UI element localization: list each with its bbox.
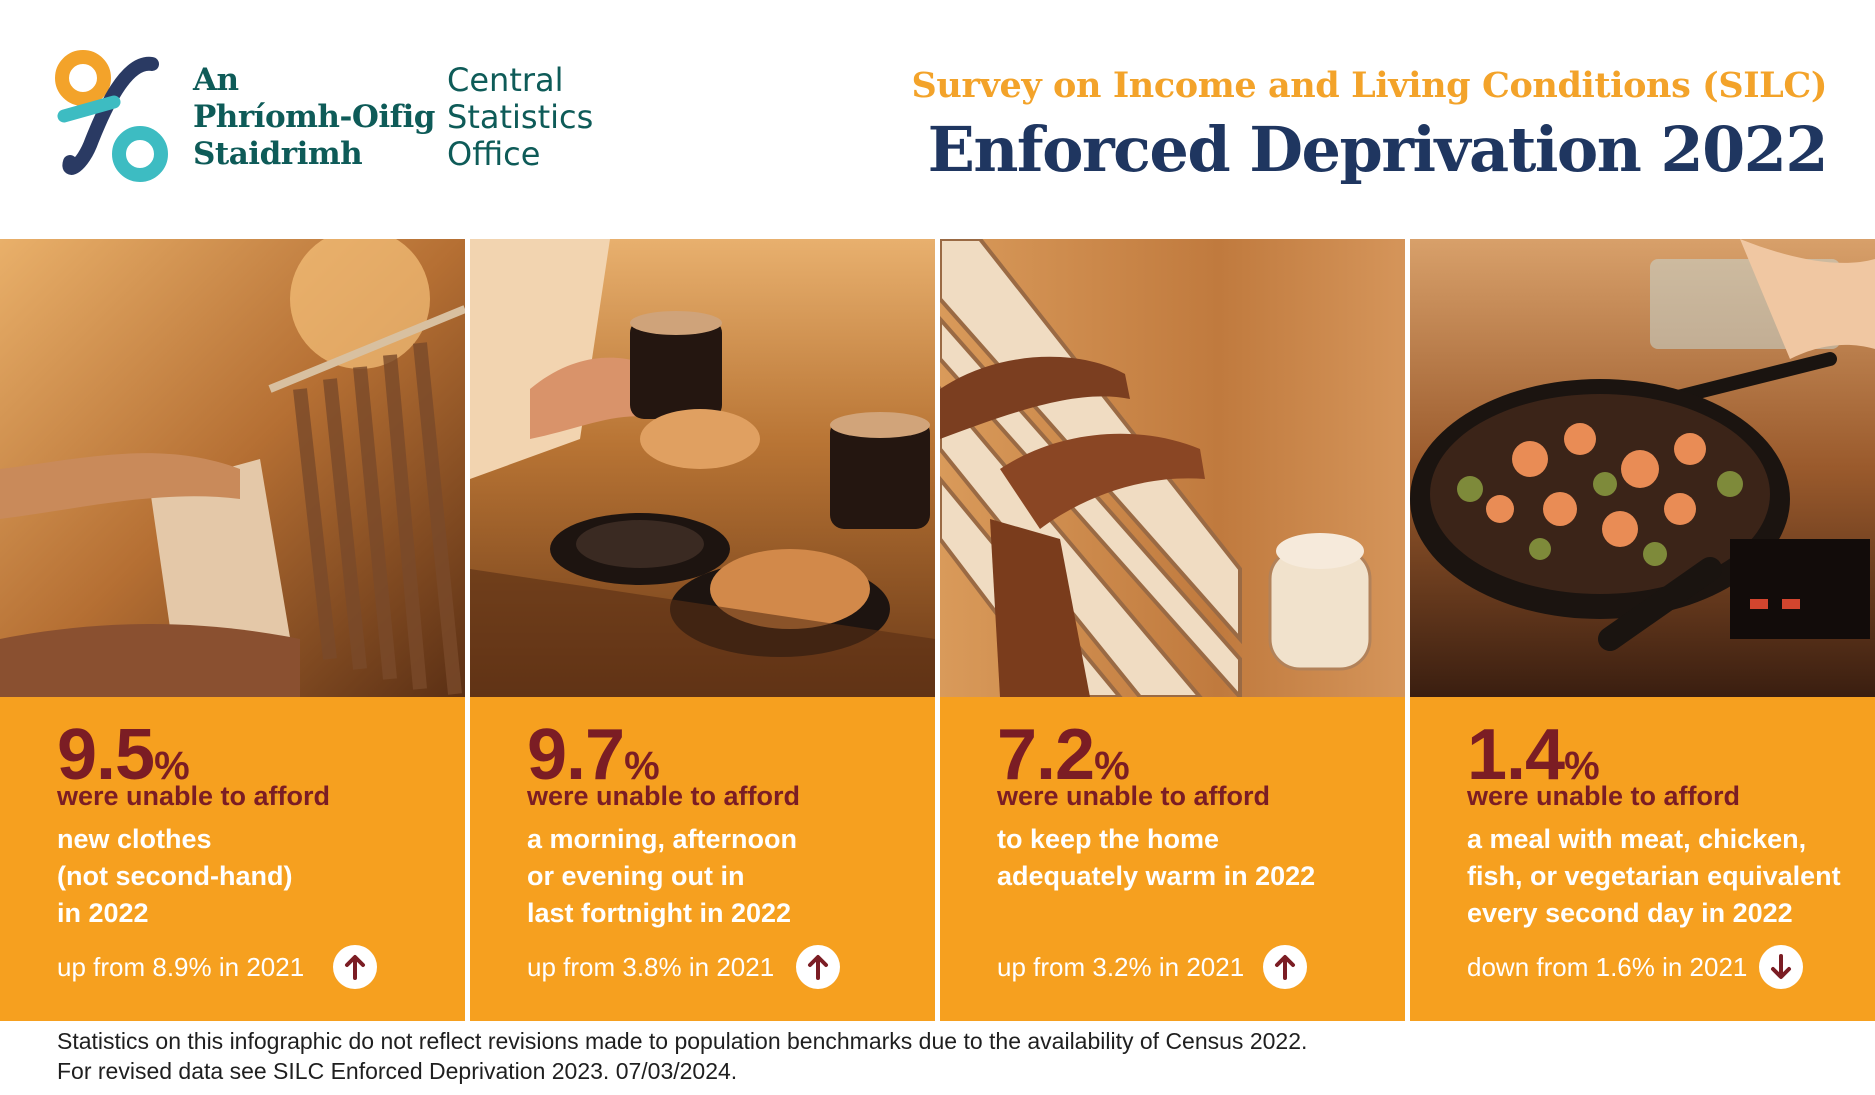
item-line: a morning, afternoon xyxy=(527,824,797,854)
logo-english-line: Office xyxy=(447,135,541,173)
percent-sign: % xyxy=(154,744,190,788)
cso-logo-icon xyxy=(55,50,168,182)
item-line: (not second-hand) xyxy=(57,861,293,891)
logo-irish-line: An xyxy=(193,62,239,98)
stat-item-description: a morning, afternoon or evening out in l… xyxy=(527,821,927,932)
stat-lead-text: were unable to afford xyxy=(1467,781,1741,811)
stat-lead-text: were unable to afford xyxy=(997,781,1271,811)
arrow-up-icon xyxy=(333,945,377,989)
stat-number: 9.5 xyxy=(57,715,155,795)
item-line: adequately warm in 2022 xyxy=(997,861,1316,891)
item-line: a meal with meat, chicken, xyxy=(1467,824,1807,854)
stat-value: 7.2% xyxy=(997,711,1130,799)
footnote-line: For revised data see SILC Enforced Depri… xyxy=(57,1058,738,1084)
page-title: Enforced Deprivation 2022 xyxy=(927,113,1829,186)
percent-sign: % xyxy=(1094,744,1130,788)
item-line: to keep the home xyxy=(997,824,1220,854)
percent-sign: % xyxy=(624,744,660,788)
logo-english-line: Central xyxy=(447,61,564,99)
footnote: Statistics on this infographic do not re… xyxy=(57,1026,1307,1086)
logo-irish-line: Phríomh-Oifig xyxy=(193,99,435,135)
stat-card: 7.2% were unable to afford to keep the h… xyxy=(940,697,1405,1021)
item-line: new clothes xyxy=(57,824,212,854)
frying-pan-meal-photo xyxy=(1410,239,1875,697)
stat-value: 9.7% xyxy=(527,711,660,799)
stat-change-text: up from 3.8% in 2021 xyxy=(527,952,775,982)
percent-sign: % xyxy=(1564,744,1600,788)
stat-item-description: to keep the home adequately warm in 2022 xyxy=(997,821,1397,895)
item-line: fish, or vegetarian equivalent xyxy=(1467,861,1841,891)
stat-value: 9.5% xyxy=(57,711,190,799)
item-line: every second day in 2022 xyxy=(1467,898,1793,928)
footnote-line: Statistics on this infographic do not re… xyxy=(57,1028,1308,1054)
header: An Phríomh-Oifig Staidrimh Central Stati… xyxy=(0,0,1875,238)
logo-english-line: Statistics xyxy=(447,98,594,136)
page-subtitle: Survey on Income and Living Conditions (… xyxy=(911,65,1828,106)
stat-panel: 1.4% were unable to afford a meal with m… xyxy=(1410,239,1875,1021)
stat-change-text: up from 3.2% in 2021 xyxy=(997,952,1245,982)
logo-english-name: Central Statistics Office xyxy=(447,62,593,173)
item-line: in 2022 xyxy=(57,898,149,928)
hands-on-radiator-photo xyxy=(940,239,1405,697)
stat-panel: 7.2% were unable to afford to keep the h… xyxy=(940,239,1405,1021)
stat-item-description: new clothes (not second-hand) in 2022 xyxy=(57,821,457,932)
stat-item-description: a meal with meat, chicken, fish, or vege… xyxy=(1467,821,1867,932)
clothes-rack-photo xyxy=(0,239,465,697)
stat-change-text: up from 8.9% in 2021 xyxy=(57,952,305,982)
logo-irish-name: An Phríomh-Oifig Staidrimh xyxy=(193,62,435,173)
stat-card: 1.4% were unable to afford a meal with m… xyxy=(1410,697,1875,1021)
stat-panel: 9.5% were unable to afford new clothes (… xyxy=(0,239,465,1021)
coffee-croissant-photo xyxy=(470,239,935,697)
arrow-up-icon xyxy=(1263,945,1307,989)
stat-value: 1.4% xyxy=(1467,711,1600,799)
stat-number: 1.4 xyxy=(1467,715,1565,795)
stat-number: 7.2 xyxy=(997,715,1095,795)
stat-card: 9.7% were unable to afford a morning, af… xyxy=(470,697,935,1021)
stat-panel: 9.7% were unable to afford a morning, af… xyxy=(470,239,935,1021)
stat-number: 9.7 xyxy=(527,715,625,795)
item-line: last fortnight in 2022 xyxy=(527,898,792,928)
item-line: or evening out in xyxy=(527,861,745,891)
arrow-up-icon xyxy=(796,945,840,989)
arrow-down-icon xyxy=(1759,945,1803,989)
stat-lead-text: were unable to afford xyxy=(57,781,331,811)
stat-card: 9.5% were unable to afford new clothes (… xyxy=(0,697,465,1021)
stat-change-text: down from 1.6% in 2021 xyxy=(1467,952,1748,982)
logo-irish-line: Staidrimh xyxy=(193,136,363,172)
stat-panels: 9.5% were unable to afford new clothes (… xyxy=(0,239,1875,1021)
stat-lead-text: were unable to afford xyxy=(527,781,801,811)
